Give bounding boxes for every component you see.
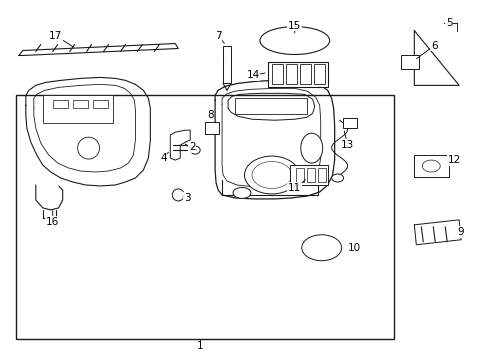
Ellipse shape (77, 137, 99, 159)
Bar (285, 65, 296, 84)
Text: 1: 1 (197, 341, 203, 351)
Bar (92, 100, 107, 108)
Bar (401, 55, 419, 69)
Bar (267, 62, 327, 87)
Bar (205, 122, 219, 134)
Ellipse shape (172, 189, 184, 201)
Bar (73, 100, 88, 108)
Bar (235, 98, 306, 114)
Bar (289, 165, 327, 185)
Bar (342, 118, 356, 128)
Ellipse shape (259, 26, 329, 55)
Text: 5: 5 (445, 17, 452, 27)
Bar (53, 100, 68, 108)
Ellipse shape (331, 174, 343, 182)
Bar (413, 155, 448, 177)
Bar (43, 95, 112, 123)
Text: 16: 16 (46, 217, 59, 227)
Text: 3: 3 (183, 193, 190, 203)
Ellipse shape (232, 187, 250, 198)
Text: 14: 14 (246, 70, 259, 80)
Text: 12: 12 (447, 155, 460, 165)
Bar (306, 168, 314, 182)
Text: 13: 13 (340, 140, 353, 150)
Bar (16, 95, 393, 340)
Bar (272, 65, 282, 84)
Bar (295, 168, 303, 182)
Ellipse shape (190, 146, 200, 154)
Text: 11: 11 (287, 183, 301, 193)
Text: 2: 2 (188, 142, 195, 152)
Text: 15: 15 (287, 21, 301, 31)
Ellipse shape (301, 235, 341, 261)
Bar (299, 65, 310, 84)
Ellipse shape (300, 133, 322, 163)
Ellipse shape (422, 160, 439, 172)
Text: 8: 8 (206, 110, 213, 120)
Text: 7: 7 (214, 31, 221, 41)
Ellipse shape (252, 162, 291, 188)
Text: 6: 6 (430, 40, 437, 51)
Text: 4: 4 (160, 153, 166, 163)
Bar (223, 46, 230, 84)
Text: 17: 17 (49, 31, 62, 41)
Text: 9: 9 (457, 227, 464, 237)
Text: 10: 10 (348, 243, 361, 253)
Bar (317, 168, 325, 182)
Ellipse shape (244, 156, 299, 194)
Bar (313, 65, 324, 84)
